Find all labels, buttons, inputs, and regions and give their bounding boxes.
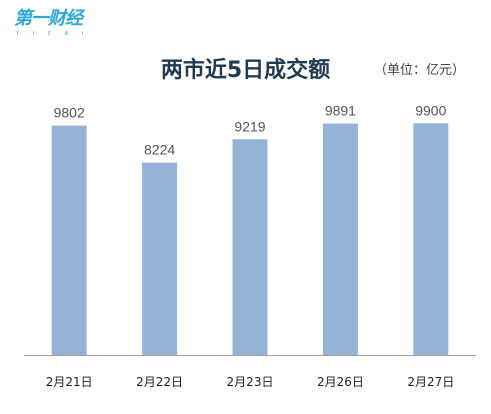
x-tick-label-4: 2月26日: [317, 375, 364, 389]
bar-group: [51, 123, 449, 355]
logo-text: 第一财经: [14, 8, 83, 29]
bar-2: [142, 162, 178, 355]
x-tick-label-1: 2月21日: [46, 375, 93, 389]
logo: 第一财经 Y I C A I: [14, 8, 84, 42]
x-tick-label-3: 2月23日: [227, 375, 274, 389]
bar-1: [51, 125, 87, 355]
data-label-3: 9219: [234, 118, 265, 134]
unit-note: （单位：亿元）: [373, 63, 465, 78]
bar-4: [322, 123, 358, 355]
chart-title: 两市近5日成交额: [160, 58, 331, 83]
x-tick-label-2: 2月22日: [136, 375, 183, 389]
x-tick-label-5: 2月27日: [407, 375, 454, 389]
logo-subtext: Y I C A I: [16, 31, 90, 37]
data-label-5: 9900: [415, 102, 446, 118]
label-group: 9802 2月21日 8224 2月22日 9219 2月23日 9891 2月26日 9900…: [46, 102, 455, 389]
data-label-1: 9802: [54, 105, 85, 121]
data-label-2: 8224: [144, 142, 175, 158]
data-label-4: 9891: [325, 103, 356, 119]
bar-5: [413, 123, 449, 355]
bar-3: [232, 139, 268, 355]
